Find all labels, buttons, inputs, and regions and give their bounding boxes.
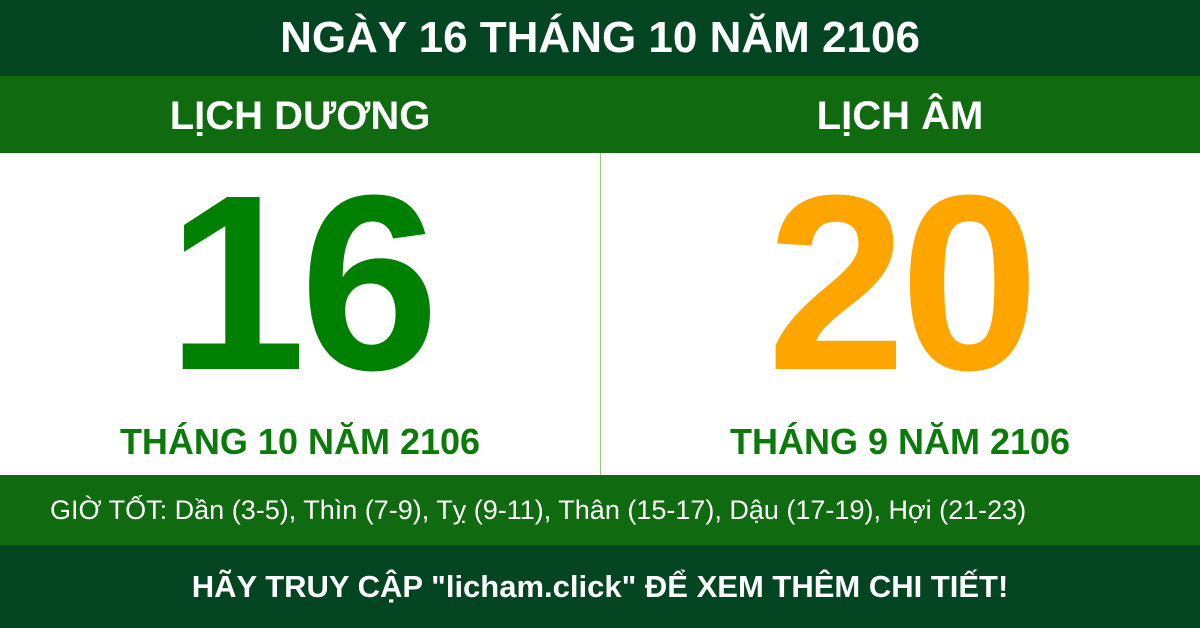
good-hours: GIỜ TỐT: Dần (3-5), Thìn (7-9), Tỵ (9-11…: [0, 475, 1200, 545]
divider: [600, 153, 601, 475]
lunar-label: LỊCH ÂM: [816, 94, 984, 138]
solar-label: LỊCH DƯƠNG: [169, 94, 431, 138]
solar-day: 16: [166, 143, 439, 422]
solar-month-year: THÁNG 10 NĂM 2106: [119, 421, 481, 462]
lunar-panel: 20 THÁNG 9 NĂM 2106: [600, 153, 1200, 475]
calendar-header: LỊCH DƯƠNG LỊCH ÂM: [0, 76, 1200, 153]
lunar-month-year: THÁNG 9 NĂM 2106: [729, 421, 1071, 462]
solar-panel: 16 THÁNG 10 NĂM 2106: [0, 153, 600, 475]
page-title: NGÀY 16 THÁNG 10 NĂM 2106: [0, 0, 1200, 76]
lunar-day: 20: [766, 143, 1039, 422]
footer-cta: HÃY TRUY CẬP "licham.click" ĐỂ XEM THÊM …: [0, 545, 1200, 628]
